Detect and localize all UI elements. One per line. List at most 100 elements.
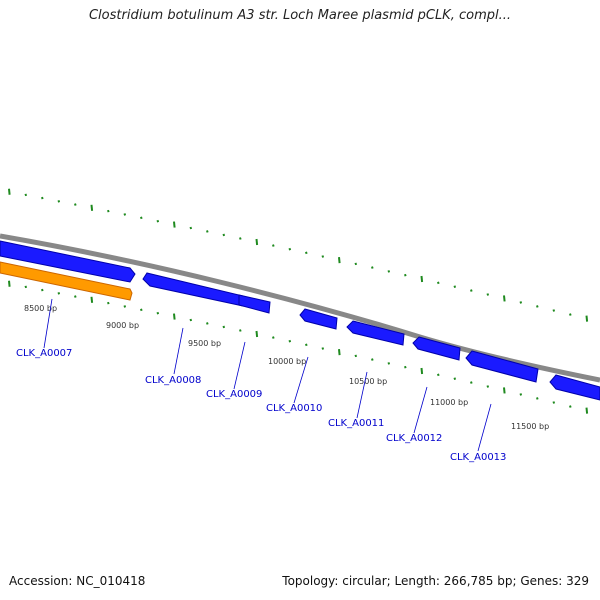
gene-labels: CLK_A0007 CLK_A0008 CLK_A0009 CLK_A0010 …: [16, 348, 506, 463]
minor-tick: [437, 373, 440, 377]
gene-arrow[interactable]: [465, 350, 539, 383]
major-tick: [90, 204, 94, 211]
bp-label: 10000 bp: [268, 357, 306, 366]
backbone-line: [0, 233, 600, 383]
topology-summary: Topology: circular; Length: 266,785 bp; …: [282, 574, 589, 588]
minor-tick: [74, 295, 77, 298]
outer-tick-ring: [8, 188, 589, 322]
minor-tick: [470, 381, 473, 384]
bp-label: 11000 bp: [430, 398, 468, 407]
minor-tick: [189, 226, 193, 230]
minor-tick: [387, 270, 391, 273]
major-tick: [255, 330, 259, 338]
major-tick: [173, 313, 176, 320]
minor-tick: [123, 213, 127, 216]
minor-tick: [552, 401, 556, 404]
gene-arrow[interactable]: [346, 320, 405, 346]
minor-tick: [107, 301, 110, 305]
leader-line: [173, 327, 184, 375]
minor-tick: [371, 358, 374, 361]
leader-line: [477, 403, 492, 452]
minor-tick: [354, 262, 358, 266]
minor-tick: [305, 251, 308, 255]
gene-leader-lines: [43, 298, 492, 452]
minor-tick: [272, 244, 275, 247]
gene-label[interactable]: CLK_A0010: [266, 403, 322, 414]
major-tick: [173, 221, 176, 228]
minor-tick: [404, 365, 407, 369]
major-tick: [8, 280, 11, 287]
minor-tick: [569, 405, 572, 408]
minor-tick: [536, 305, 539, 308]
bp-label: 9000 bp: [106, 321, 139, 330]
gene-arrow[interactable]: [0, 240, 136, 283]
gene-label[interactable]: CLK_A0012: [386, 433, 442, 444]
leader-line: [293, 356, 309, 404]
minor-tick: [206, 230, 209, 233]
major-tick: [255, 238, 259, 246]
bp-labels: 8500 bp 9000 bp 9500 bp 10000 bp 10500 b…: [24, 304, 549, 431]
minor-tick: [470, 289, 473, 292]
minor-tick: [156, 219, 160, 223]
minor-tick: [486, 293, 490, 296]
minor-tick: [387, 362, 391, 365]
minor-tick: [57, 199, 61, 203]
minor-tick: [519, 393, 523, 396]
minor-tick: [536, 397, 539, 400]
leader-line: [356, 371, 368, 419]
major-tick: [338, 257, 341, 264]
gene-arrow[interactable]: [299, 308, 338, 330]
gene-label[interactable]: CLK_A0007: [16, 348, 72, 359]
major-tick: [338, 349, 341, 356]
gene-arrow[interactable]: [412, 336, 461, 361]
minor-tick: [189, 318, 193, 322]
minor-tick: [140, 308, 143, 312]
leader-line: [233, 341, 246, 390]
minor-tick: [239, 237, 242, 240]
minor-tick: [371, 266, 374, 269]
inner-tick-ring: [8, 280, 589, 414]
map-title: Clostridium botulinum A3 str. Loch Maree…: [88, 8, 511, 23]
minor-tick: [288, 339, 292, 343]
minor-tick: [156, 311, 160, 315]
minor-tick: [288, 247, 292, 251]
gene-arrow-highlight[interactable]: [0, 261, 133, 301]
minor-tick: [41, 288, 44, 292]
major-tick: [420, 275, 424, 283]
bp-label: 10500 bp: [349, 377, 387, 386]
major-tick: [8, 188, 11, 195]
gene-label[interactable]: CLK_A0013: [450, 452, 506, 463]
gene-features: [0, 240, 600, 401]
gene-label[interactable]: CLK_A0011: [328, 418, 384, 429]
bp-label: 9500 bp: [188, 339, 221, 348]
minor-tick: [569, 313, 572, 316]
gene-label[interactable]: CLK_A0008: [145, 375, 201, 386]
minor-tick: [486, 385, 490, 388]
minor-tick: [305, 343, 308, 347]
major-tick: [585, 407, 589, 414]
minor-tick: [552, 309, 556, 312]
minor-tick: [239, 329, 242, 332]
minor-tick: [321, 347, 325, 350]
minor-tick: [57, 291, 61, 295]
gene-arrow[interactable]: [238, 294, 271, 314]
minor-tick: [272, 336, 275, 339]
minor-tick: [140, 216, 143, 220]
major-tick: [90, 296, 94, 303]
minor-tick: [404, 273, 407, 277]
leader-line: [413, 386, 428, 434]
major-tick: [420, 367, 424, 375]
minor-tick: [222, 233, 226, 237]
minor-tick: [24, 193, 28, 197]
minor-tick: [41, 196, 44, 200]
gene-arrow[interactable]: [549, 374, 600, 401]
major-tick: [503, 387, 506, 394]
major-tick: [585, 315, 589, 322]
minor-tick: [123, 305, 127, 308]
gene-arrow[interactable]: [142, 272, 244, 307]
gene-label[interactable]: CLK_A0009: [206, 389, 262, 400]
minor-tick: [107, 209, 110, 213]
minor-tick: [453, 377, 457, 380]
minor-tick: [519, 301, 523, 304]
